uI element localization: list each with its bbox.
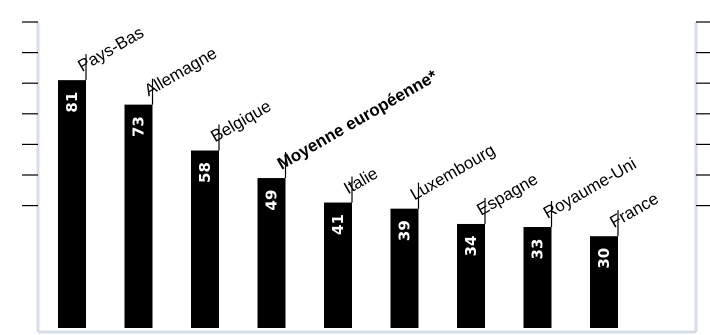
bar: [523, 227, 552, 328]
value-label: 58: [196, 162, 214, 183]
value-label: 81: [63, 92, 81, 113]
axes: [22, 21, 710, 334]
value-label: 33: [529, 239, 547, 260]
value-label: 41: [329, 214, 347, 235]
category-label: France: [607, 189, 662, 232]
category-label: Italie: [341, 164, 382, 198]
category-label: Moyenne européenne*: [274, 66, 441, 173]
bar: [390, 208, 419, 328]
bars: 81 73 58 49 41 39 34 33 30: [58, 80, 618, 329]
category-label: Pays-Bas: [75, 23, 148, 76]
value-label: 49: [263, 190, 281, 211]
bar: [58, 80, 86, 328]
value-label: 73: [130, 116, 148, 137]
bar: [124, 104, 153, 329]
value-label: 34: [462, 236, 480, 257]
bar: [590, 236, 618, 328]
category-label: Espagne: [474, 169, 542, 219]
bar: [191, 150, 219, 328]
value-label: 30: [595, 248, 613, 269]
category-label: Luxembourg: [407, 140, 498, 204]
bar: [457, 223, 485, 328]
category-label: Allemagne: [141, 43, 220, 100]
value-label: 39: [396, 220, 414, 241]
bar: [257, 178, 286, 328]
bar: [324, 202, 352, 328]
category-label: Belgique: [208, 96, 275, 146]
